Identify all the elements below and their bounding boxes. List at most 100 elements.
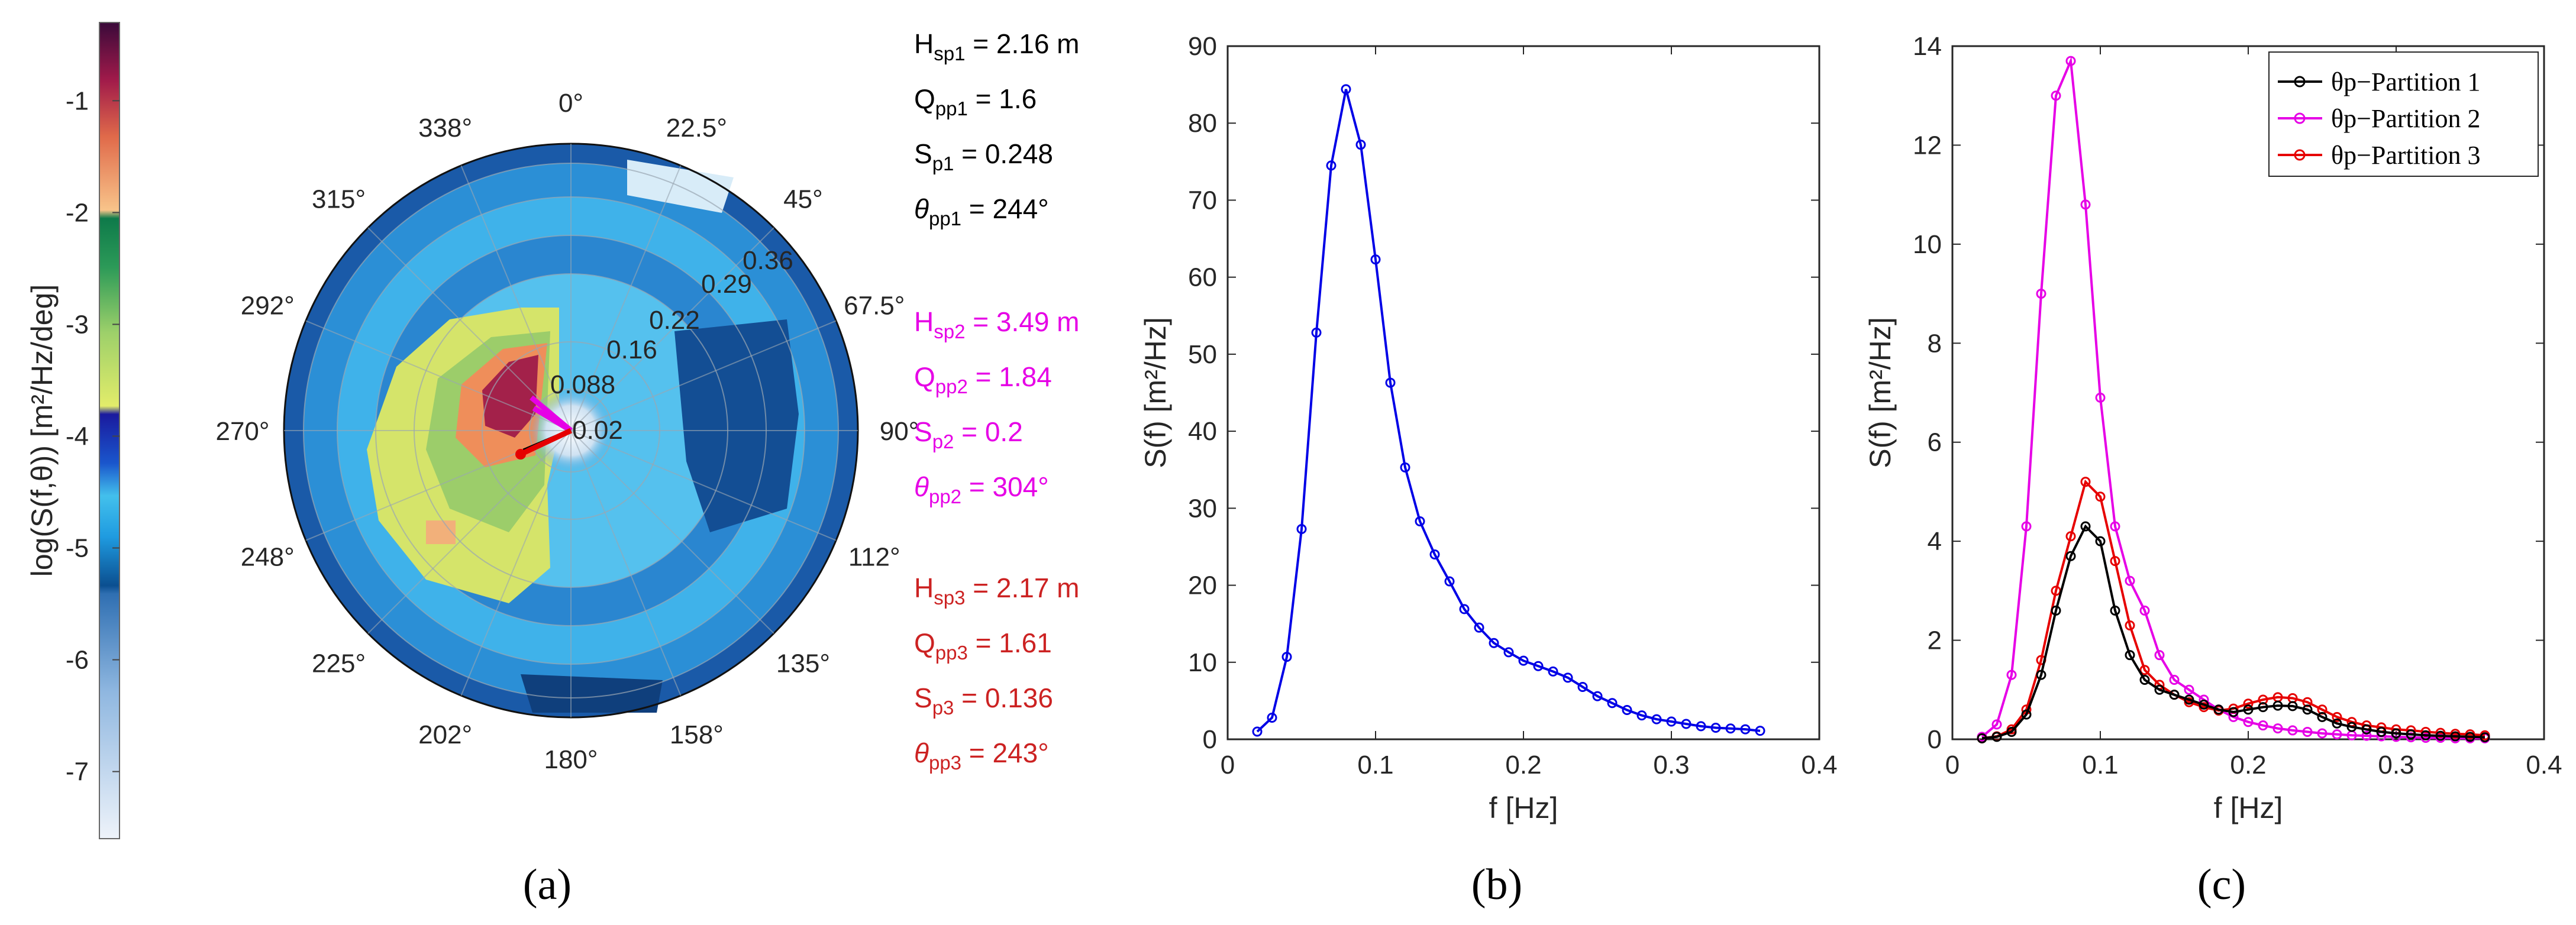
data-point	[2465, 732, 2475, 742]
data-point	[1341, 84, 1351, 95]
y-tick-label: 10	[1188, 648, 1217, 677]
legend-marker	[2294, 76, 2306, 88]
data-point	[1710, 722, 1721, 733]
y-tick-label: 90	[1188, 32, 1217, 61]
data-point	[2258, 702, 2268, 713]
polar-radius-label: 0.29	[701, 270, 752, 299]
data-point	[1577, 681, 1588, 692]
polar-angle-label: 202°	[418, 720, 472, 749]
panel-c-xlabel: f [Hz]	[2214, 791, 2283, 824]
data-point	[2302, 726, 2313, 737]
data-point	[2065, 531, 2076, 542]
data-point	[1592, 691, 1603, 701]
x-tick-label: 0.2	[1505, 751, 1541, 780]
data-point	[2332, 718, 2342, 729]
polar-angle-label: 225°	[312, 649, 366, 678]
data-point	[2080, 477, 2091, 487]
x-tick-label: 0.4	[2526, 751, 2562, 780]
data-point	[2139, 605, 2150, 616]
polar-radius-label: 0.02	[572, 416, 623, 445]
data-point	[2095, 392, 2106, 403]
data-point	[1385, 377, 1396, 388]
y-tick-label: 2	[1928, 626, 1942, 655]
polar-grid-spoke	[570, 165, 682, 431]
polar-grid-spoke	[570, 227, 774, 431]
colorbar-tick-label: -7	[66, 758, 89, 787]
peak-direction-arrows	[515, 395, 573, 460]
data-point	[2450, 731, 2461, 742]
peak-arrow-p3	[519, 428, 572, 457]
data-point	[1311, 327, 1322, 338]
y-tick-label: 14	[1913, 32, 1942, 61]
polar-radius-label: 0.22	[649, 306, 700, 335]
data-point	[2080, 521, 2091, 532]
data-point	[1607, 698, 1618, 709]
polar-spectrum-plot: 0° 22.5° 45° 67.5° 90° 112° 135° 158° 180° 202° 22…	[215, 89, 919, 774]
partition-param: Sp1 = 0.248	[914, 138, 1053, 174]
panel-c-ticks: 0 0.1 0.2 0.3 0.4 0 2 4 6 8 10 12 14	[1913, 32, 2562, 780]
data-point	[2139, 665, 2150, 675]
swell-region-peak	[482, 355, 538, 438]
data-point	[2480, 732, 2490, 743]
polar-angle-label: 158°	[670, 720, 724, 749]
y-tick-label: 80	[1188, 109, 1217, 138]
data-point	[2110, 521, 2120, 532]
data-point	[2376, 726, 2387, 737]
caption-b: (b)	[1471, 861, 1522, 909]
data-point	[2228, 707, 2239, 717]
colorbar-tick-label: -3	[66, 310, 89, 339]
y-tick-label: 0	[1928, 725, 1942, 754]
data-point	[2243, 717, 2254, 727]
data-point	[2420, 730, 2431, 740]
data-point	[1370, 254, 1381, 265]
data-point	[1281, 652, 1292, 662]
data-point	[1636, 710, 1647, 721]
polar-angle-label: 180°	[544, 745, 598, 774]
partition-param: θpp3 = 243°	[914, 738, 1049, 774]
colorbar-tick-label: -4	[66, 422, 89, 451]
polar-angle-label: 22.5°	[666, 114, 727, 143]
data-point	[1296, 523, 1307, 534]
data-point	[2317, 728, 2328, 739]
polar-angle-label: 315°	[312, 185, 366, 214]
polar-grid-spoke	[367, 227, 572, 431]
data-point	[1252, 726, 1263, 737]
polar-angle-label: 67.5°	[844, 292, 905, 321]
partition-param: Qpp1 = 1.6	[914, 83, 1037, 119]
partition-param: θpp1 = 244°	[914, 193, 1049, 229]
data-point	[2184, 684, 2194, 695]
data-point	[1326, 160, 1337, 171]
polar-radius-labels: 0.02 0.088 0.160.220.290.36	[550, 246, 793, 445]
data-point	[2125, 575, 2135, 586]
partition-param: Qpp2 = 1.84	[914, 361, 1052, 397]
y-tick-label: 8	[1928, 329, 1942, 358]
y-tick-label: 6	[1928, 428, 1942, 457]
polar-dark-patch-east	[674, 319, 799, 532]
data-point	[1503, 647, 1514, 658]
polar-angle-label: 292°	[241, 292, 295, 321]
partition-param: θpp2 = 304°	[914, 471, 1049, 507]
data-point	[1563, 672, 1573, 683]
colorbar: -1 -2 -3 -4 -5 -6 -7 log(S(f,θ)) [m²/Hz/deg]	[25, 22, 120, 839]
data-point	[2287, 701, 2298, 711]
y-tick-label: 12	[1913, 131, 1942, 160]
y-tick-label: 40	[1188, 417, 1217, 446]
data-point	[2361, 730, 2372, 741]
partition-param: Hsp3 = 2.17 m	[914, 573, 1080, 609]
polar-grid-spoke	[305, 320, 572, 431]
data-point	[1548, 666, 1558, 677]
colorbar-ticks: -1 -2 -3 -4 -5 -6 -7	[66, 86, 120, 787]
panel-c-ylabel: S(f) [m²/Hz]	[1864, 317, 1897, 468]
data-point	[2332, 729, 2342, 740]
data-point	[2169, 675, 2180, 685]
polar-grid-spoke	[460, 165, 572, 431]
data-point	[1533, 661, 1544, 671]
data-point	[1696, 721, 1706, 732]
data-point	[2006, 726, 2017, 737]
data-point	[2361, 724, 2372, 735]
polar-angle-label: 248°	[241, 542, 295, 571]
y-tick-label: 30	[1188, 494, 1217, 523]
data-point	[2243, 698, 2254, 709]
